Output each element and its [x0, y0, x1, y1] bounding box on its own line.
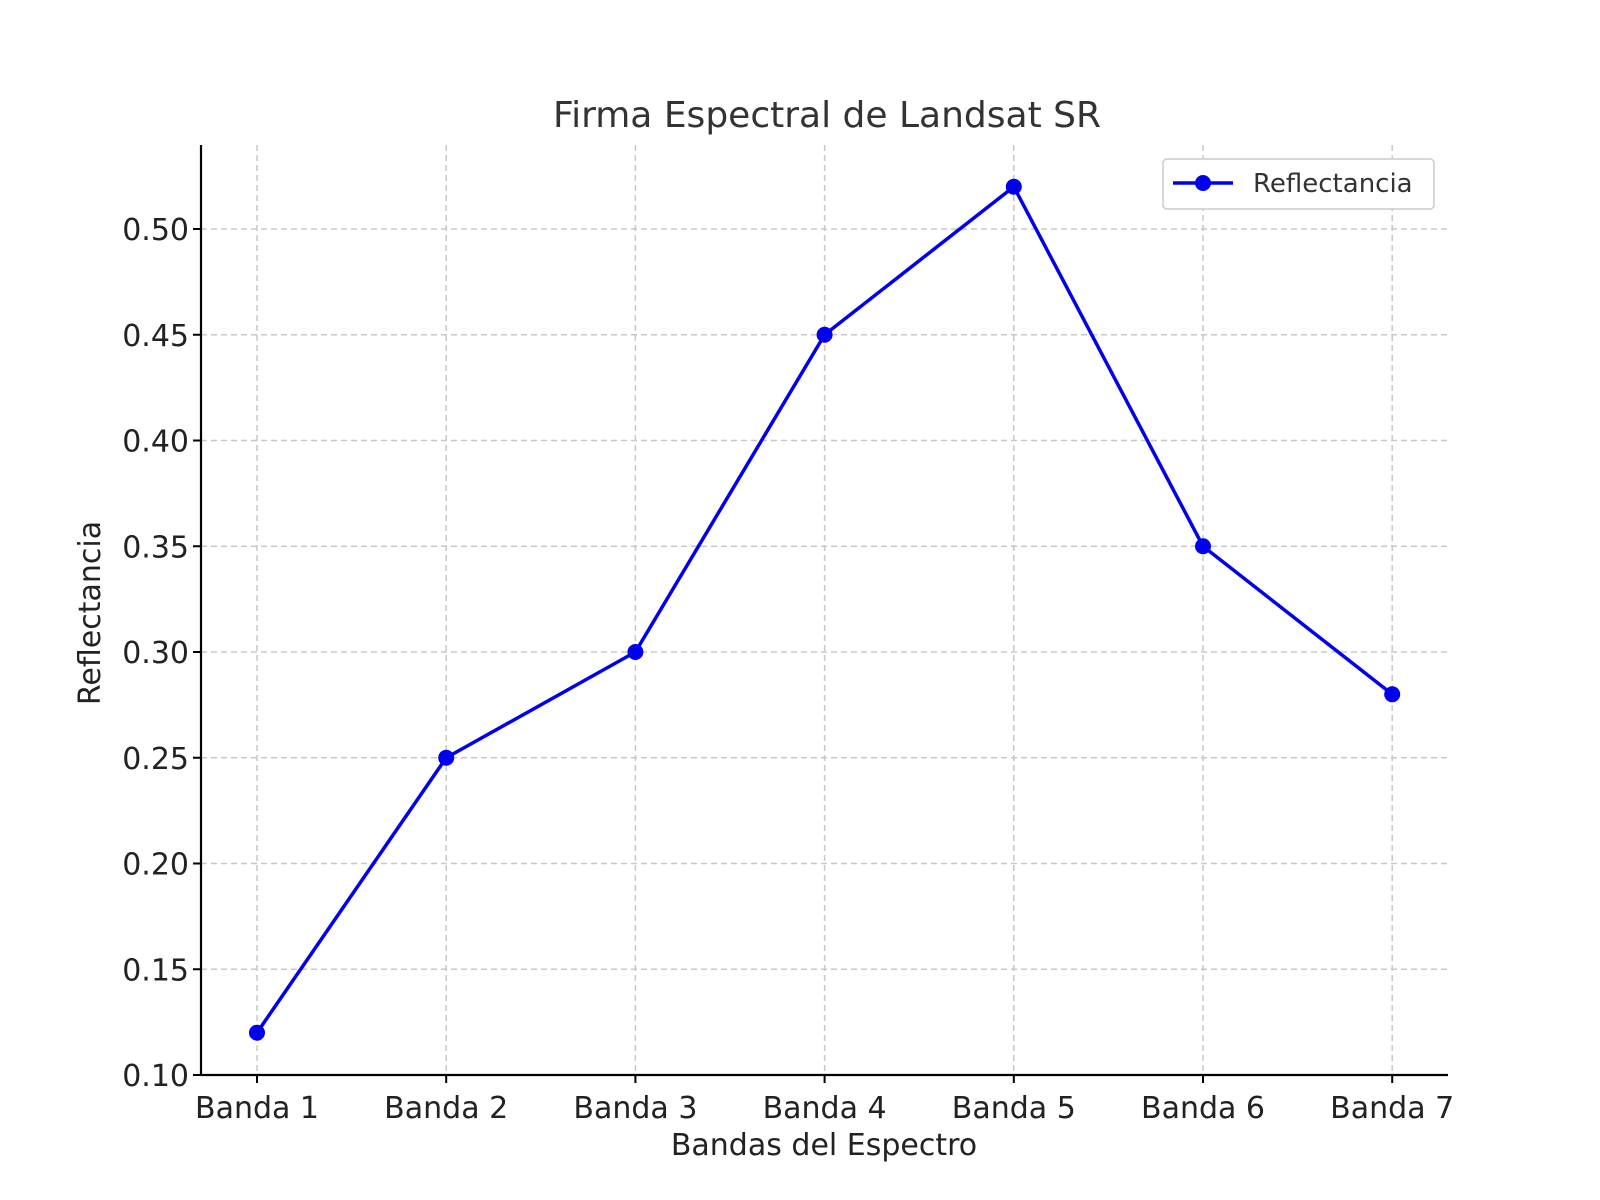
data-point [1195, 538, 1211, 555]
data-point [627, 644, 644, 660]
chart-title: Firma Espectral de Landsat SR [553, 95, 1101, 136]
x-tick-label: Banda 2 [384, 1091, 508, 1126]
y-tick-label: 0.20 [122, 848, 189, 883]
legend-series-label: Reflectancia [1253, 169, 1413, 199]
y-tick-label: 0.30 [122, 636, 189, 671]
y-axis-label: Reflectancia [73, 521, 108, 705]
data-point [438, 749, 455, 766]
x-tick-label: Banda 5 [952, 1091, 1076, 1126]
y-tick-label: 0.15 [122, 953, 189, 988]
legend-series-marker [1195, 175, 1211, 191]
x-tick-label: Banda 6 [1141, 1091, 1265, 1126]
x-axis-label: Bandas del Espectro [671, 1128, 977, 1163]
data-point [1005, 178, 1022, 195]
data-point [816, 326, 833, 343]
x-tick-label: Banda 4 [763, 1091, 887, 1126]
y-tick-label: 0.40 [122, 425, 189, 460]
x-gridlines [256, 145, 1393, 1075]
y-tick-label: 0.10 [122, 1059, 189, 1094]
data-point [1384, 686, 1401, 703]
y-axis-ticks: 0.10 0.15 0.20 0.25 0.30 0.35 0.40 0.45 0.50 [122, 213, 201, 1094]
y-tick-label: 0.45 [122, 319, 189, 354]
x-tick-label: Banda 1 [195, 1091, 319, 1126]
y-tick-label: 0.35 [122, 530, 189, 565]
x-tick-label: Banda 7 [1330, 1091, 1454, 1126]
data-point [249, 1024, 265, 1041]
y-tick-label: 0.50 [122, 213, 189, 248]
x-tick-label: Banda 3 [573, 1091, 697, 1126]
y-tick-label: 0.25 [122, 742, 189, 777]
x-axis-ticks: Banda 1 Banda 2 Banda 3 Banda 4 Banda 5 Banda… [195, 1075, 1454, 1126]
series-layer [249, 178, 1401, 1041]
legend-box [1162, 158, 1435, 210]
legend: Reflectancia [1162, 158, 1435, 210]
